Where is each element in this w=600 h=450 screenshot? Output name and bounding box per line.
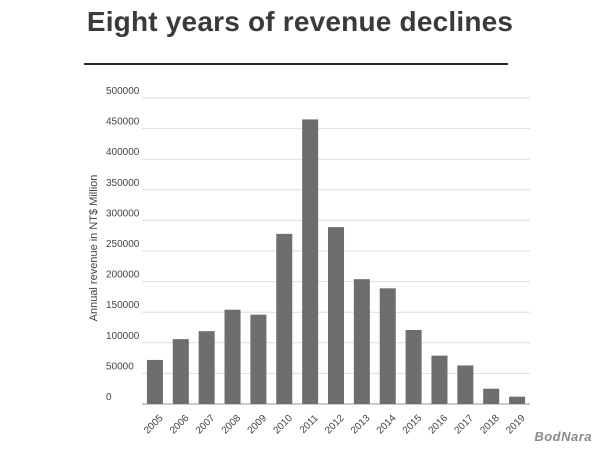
x-axis-ticks: 2005 2006 2007 2008 2009 2010 2011 2012 2013 2014… bbox=[142, 413, 528, 437]
bar-2009 bbox=[250, 314, 267, 404]
x-tick-label: 2012 bbox=[323, 413, 347, 437]
y-tick-label: 450000 bbox=[106, 117, 140, 128]
bar-2007 bbox=[198, 331, 215, 404]
x-tick-label: 2010 bbox=[271, 413, 295, 437]
bar-2012 bbox=[327, 227, 345, 404]
y-tick-label: 400000 bbox=[106, 147, 140, 158]
bar-2005 bbox=[146, 359, 163, 404]
bar-2014 bbox=[379, 288, 396, 404]
x-tick-label: 2018 bbox=[478, 413, 502, 437]
chart-title: Eight years of revenue declines bbox=[86, 6, 514, 37]
y-tick-label: 0 bbox=[106, 392, 112, 403]
bar-2013 bbox=[353, 279, 370, 404]
y-tick-label: 150000 bbox=[106, 300, 140, 311]
y-axis-ticks: 0 50000 100000 150000 200000 250000 300000 3500… bbox=[106, 86, 140, 403]
y-tick-label: 100000 bbox=[106, 331, 140, 342]
y-tick-label: 250000 bbox=[106, 239, 140, 250]
x-tick-label: 2006 bbox=[168, 413, 192, 437]
y-axis-label: Annual revenue in NT$ Million bbox=[88, 175, 100, 322]
x-tick-label: 2007 bbox=[194, 413, 218, 437]
bar-2017 bbox=[457, 365, 474, 404]
bar-2010 bbox=[276, 233, 293, 404]
y-tick-label: 350000 bbox=[106, 178, 140, 189]
y-tick-label: 200000 bbox=[106, 270, 140, 281]
bar-2016 bbox=[431, 355, 448, 404]
bar-2008 bbox=[224, 309, 241, 404]
bar-2011 bbox=[302, 119, 319, 405]
bar-2006 bbox=[172, 339, 189, 404]
x-tick-label: 2019 bbox=[504, 413, 528, 437]
x-tick-label: 2017 bbox=[452, 413, 476, 437]
x-tick-label: 2009 bbox=[246, 413, 270, 437]
bar-2019 bbox=[509, 396, 526, 404]
title-underline bbox=[84, 63, 508, 65]
x-tick-label: 2015 bbox=[401, 413, 425, 437]
watermark-logo: BodNara bbox=[534, 429, 592, 444]
bars bbox=[146, 119, 526, 405]
x-tick-label: 2016 bbox=[427, 413, 451, 437]
x-tick-label: 2011 bbox=[298, 413, 321, 436]
y-tick-label: 50000 bbox=[106, 361, 134, 372]
x-tick-label: 2008 bbox=[220, 413, 244, 437]
x-tick-label: 2013 bbox=[349, 413, 373, 437]
y-tick-label: 500000 bbox=[106, 86, 140, 97]
bar-2018 bbox=[483, 388, 500, 404]
x-tick-label: 2014 bbox=[375, 413, 399, 437]
bar-2015 bbox=[405, 329, 422, 404]
x-tick-label: 2005 bbox=[142, 413, 166, 437]
y-tick-label: 300000 bbox=[106, 208, 140, 219]
